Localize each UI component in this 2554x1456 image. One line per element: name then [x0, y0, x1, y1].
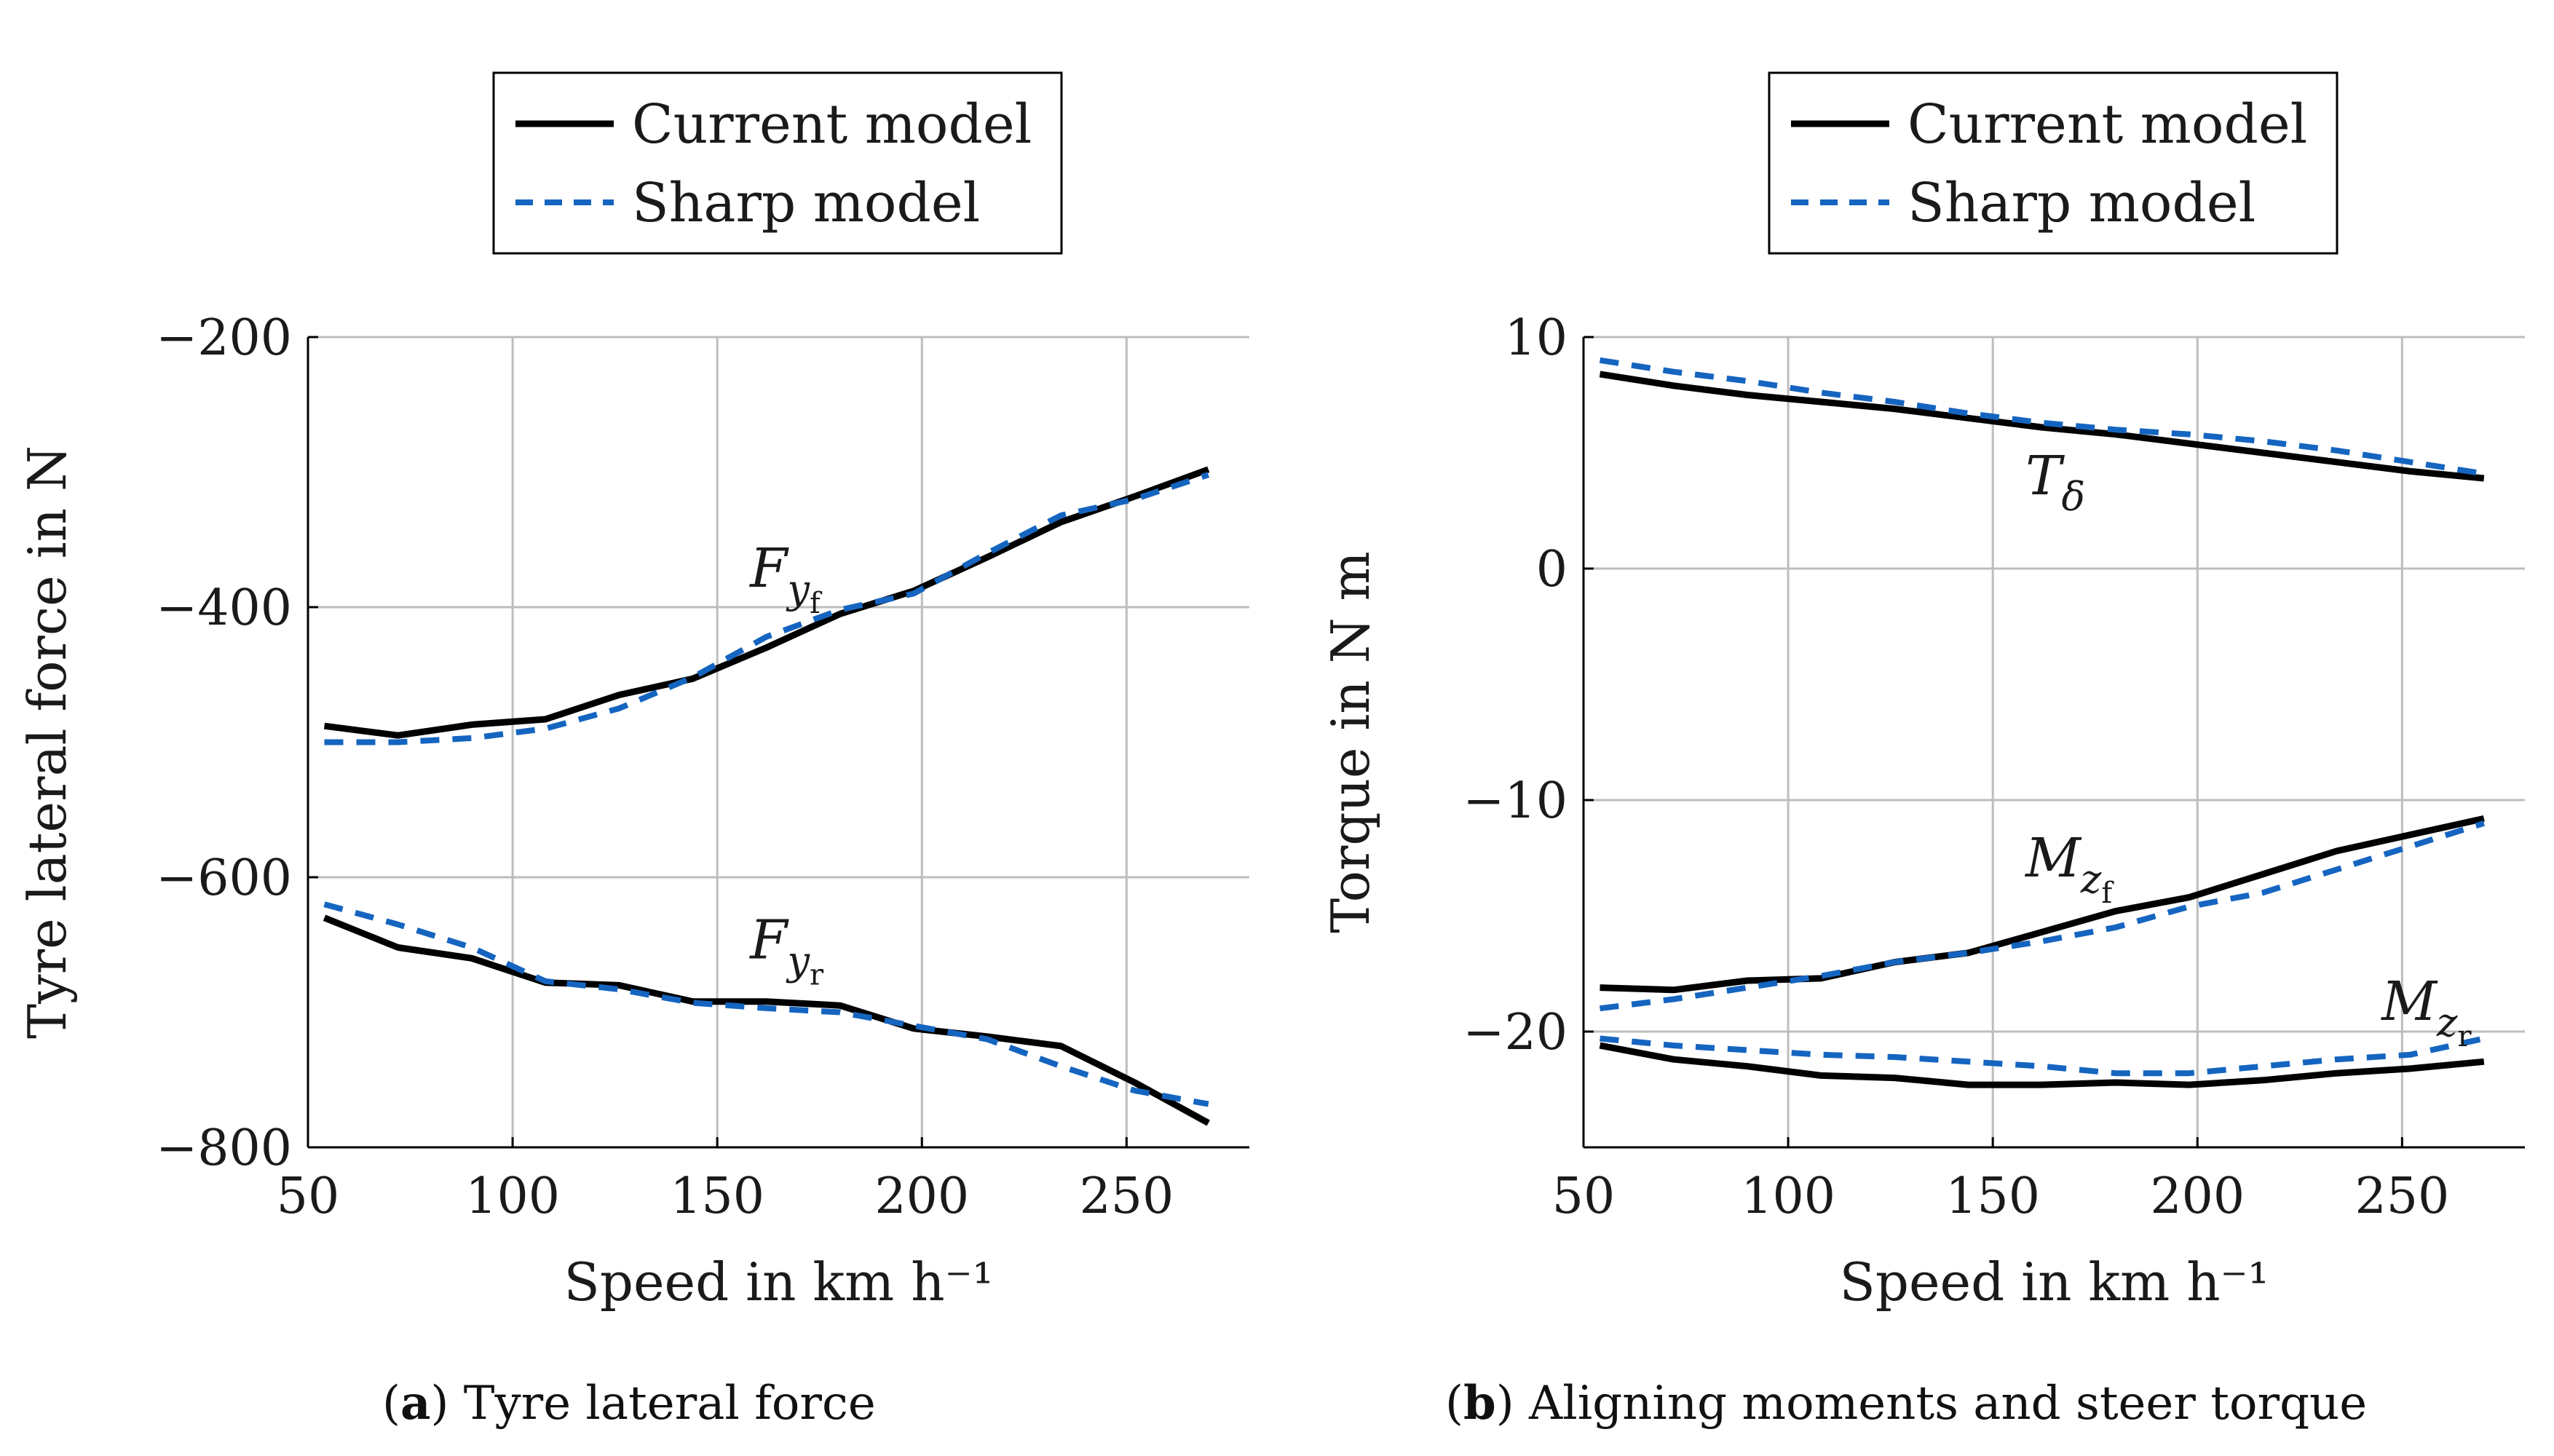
chart-aligning-moments: 50 100 150 200 250 −20 −10 0 10 Speed in km h⁻¹ To…	[1320, 71, 2525, 1313]
series-annotation: Tδ	[2025, 445, 2085, 520]
y-tick-label: 0	[1536, 541, 1567, 598]
series-line-current-model	[323, 914, 1210, 1126]
y-tick-label: −20	[1463, 1004, 1567, 1061]
series-line-sharp-model	[1600, 1035, 2485, 1077]
x-axis-label: Speed in km h⁻¹	[564, 1251, 994, 1313]
series-line-current-model	[1599, 1042, 2485, 1088]
x-tick-label: 200	[874, 1168, 969, 1225]
y-tick-label: −400	[156, 579, 292, 637]
legend-label: Current model	[632, 93, 1032, 156]
caption-a-tag: a	[400, 1376, 431, 1431]
legend-label: Current model	[1907, 93, 2307, 156]
x-tick-label: 150	[1945, 1168, 2040, 1225]
x-tick-label: 50	[277, 1168, 340, 1225]
series-line-current-model	[323, 466, 1210, 739]
y-axis-label: Tyre lateral force in N	[17, 446, 78, 1039]
y-tick-label: −600	[156, 850, 292, 907]
caption-b-text: Aligning moments and steer torque	[1529, 1377, 2368, 1431]
x-tick-label: 50	[1552, 1168, 1616, 1225]
x-tick-label: 150	[670, 1168, 764, 1225]
legend: Current model Sharp model	[1768, 71, 2338, 255]
y-tick-label: −200	[156, 309, 292, 367]
series-line-current-model	[1599, 371, 2485, 482]
caption-b: (b) Aligning moments and steer torque	[1445, 1376, 2368, 1431]
legend-box	[492, 71, 1063, 255]
series-line-current-model	[1600, 815, 2485, 994]
series-annotation: Mzr	[2380, 970, 2472, 1053]
chart-tyre-lateral-force: 50 100 150 200 250 −800 −600 −400 −200 Speed in k…	[17, 71, 1249, 1313]
caption-a: (a) Tyre lateral force	[382, 1376, 876, 1431]
y-tick-label: −800	[156, 1120, 292, 1177]
series-line-sharp-model	[1599, 357, 2485, 477]
x-tick-label: 100	[465, 1168, 560, 1225]
y-tick-label: −10	[1463, 772, 1567, 830]
x-tick-label: 200	[2150, 1168, 2245, 1225]
legend: Current model Sharp model	[492, 71, 1063, 255]
series-annotation: Fyr	[748, 909, 824, 992]
caption-a-text: Tyre lateral force	[463, 1377, 876, 1431]
series-line-sharp-model	[324, 472, 1210, 745]
series-line-sharp-model	[323, 901, 1209, 1107]
legend-label: Sharp model	[1907, 172, 2255, 234]
x-tick-label: 250	[1079, 1168, 1174, 1225]
series-annotation: Mzf	[2024, 827, 2114, 910]
y-tick-label: 10	[1504, 309, 1567, 367]
x-tick-label: 250	[2355, 1168, 2449, 1225]
series-line-sharp-model	[1600, 820, 2485, 1012]
legend-box	[1768, 71, 2338, 255]
x-tick-label: 100	[1741, 1168, 1835, 1225]
x-axis-label: Speed in km h⁻¹	[1840, 1251, 2269, 1313]
caption-b-tag: b	[1463, 1376, 1496, 1431]
y-axis-label: Torque in N m	[1320, 551, 1381, 933]
legend-label: Sharp model	[632, 172, 980, 234]
